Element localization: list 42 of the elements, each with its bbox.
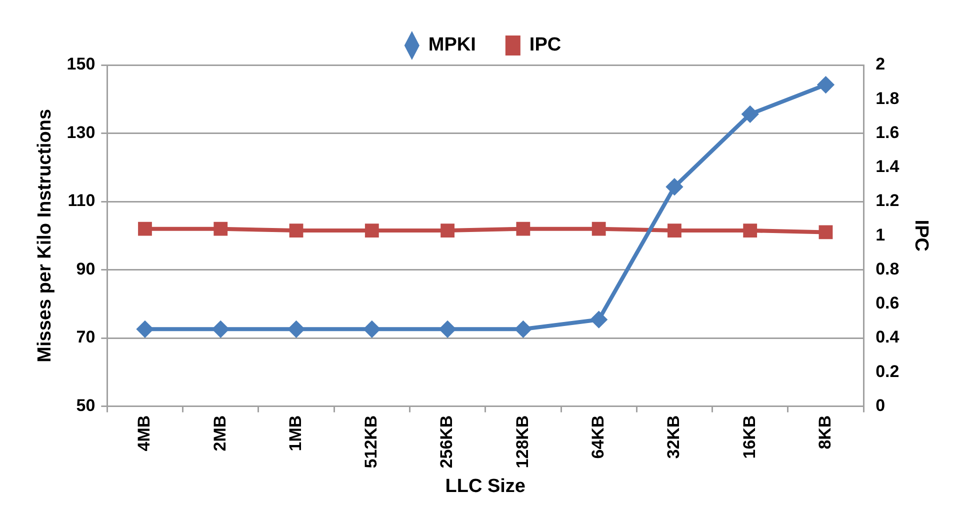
y2-tick-label: 0.6 xyxy=(876,294,900,313)
y2-tick-label: 0.8 xyxy=(876,259,900,278)
y2-tick-label: 0.2 xyxy=(876,362,900,381)
point xyxy=(288,321,304,338)
x-tick-label: 256KB xyxy=(437,415,456,468)
y2-tick-label: 1.8 xyxy=(876,88,900,108)
y-tick-label: 130 xyxy=(66,122,96,142)
x-tick-label: 128KB xyxy=(512,415,532,468)
y2-tick-label: 0.4 xyxy=(876,328,900,347)
x-axis-title: LLC Size xyxy=(445,476,526,497)
point xyxy=(818,76,834,93)
x-tick-label: 2MB xyxy=(210,415,230,452)
y2-tick-label: 1 xyxy=(876,225,886,244)
y2-tick-label: 1.2 xyxy=(876,191,900,210)
x-tick-label: 16KB xyxy=(740,415,759,459)
y2-tick-label: 1.4 xyxy=(876,157,900,176)
point xyxy=(515,321,532,338)
x-tick-label: 64KB xyxy=(588,415,608,459)
y2-axis-title: IPC xyxy=(910,220,932,252)
legend-label: MPKI xyxy=(428,34,476,56)
legend-label: IPC xyxy=(529,34,562,56)
y-tick-label: 110 xyxy=(68,191,96,210)
point xyxy=(666,178,682,195)
x-tick-label: 1MB xyxy=(286,415,305,452)
x-tick-label: 32KB xyxy=(664,415,684,459)
point xyxy=(440,321,456,338)
x-tick-label: 4MB xyxy=(134,415,154,452)
y2-tick-label: 0 xyxy=(876,396,886,415)
y-tick-label: 70 xyxy=(76,328,96,347)
y2-tick-label: 1.6 xyxy=(876,122,900,142)
y2-tick-label: 2 xyxy=(876,54,886,74)
y-tick-label: 50 xyxy=(76,396,96,415)
point xyxy=(364,321,380,338)
point xyxy=(136,321,153,338)
y-tick-label: 90 xyxy=(76,259,96,278)
point xyxy=(590,312,607,328)
point xyxy=(742,106,758,122)
x-tick-label: 512KB xyxy=(362,415,381,468)
point xyxy=(212,321,229,338)
x-tick-label: 8KB xyxy=(815,415,834,450)
y-axis-title: Misses per Kilo Instructions xyxy=(34,108,56,362)
y-tick-label: 150 xyxy=(66,54,96,74)
